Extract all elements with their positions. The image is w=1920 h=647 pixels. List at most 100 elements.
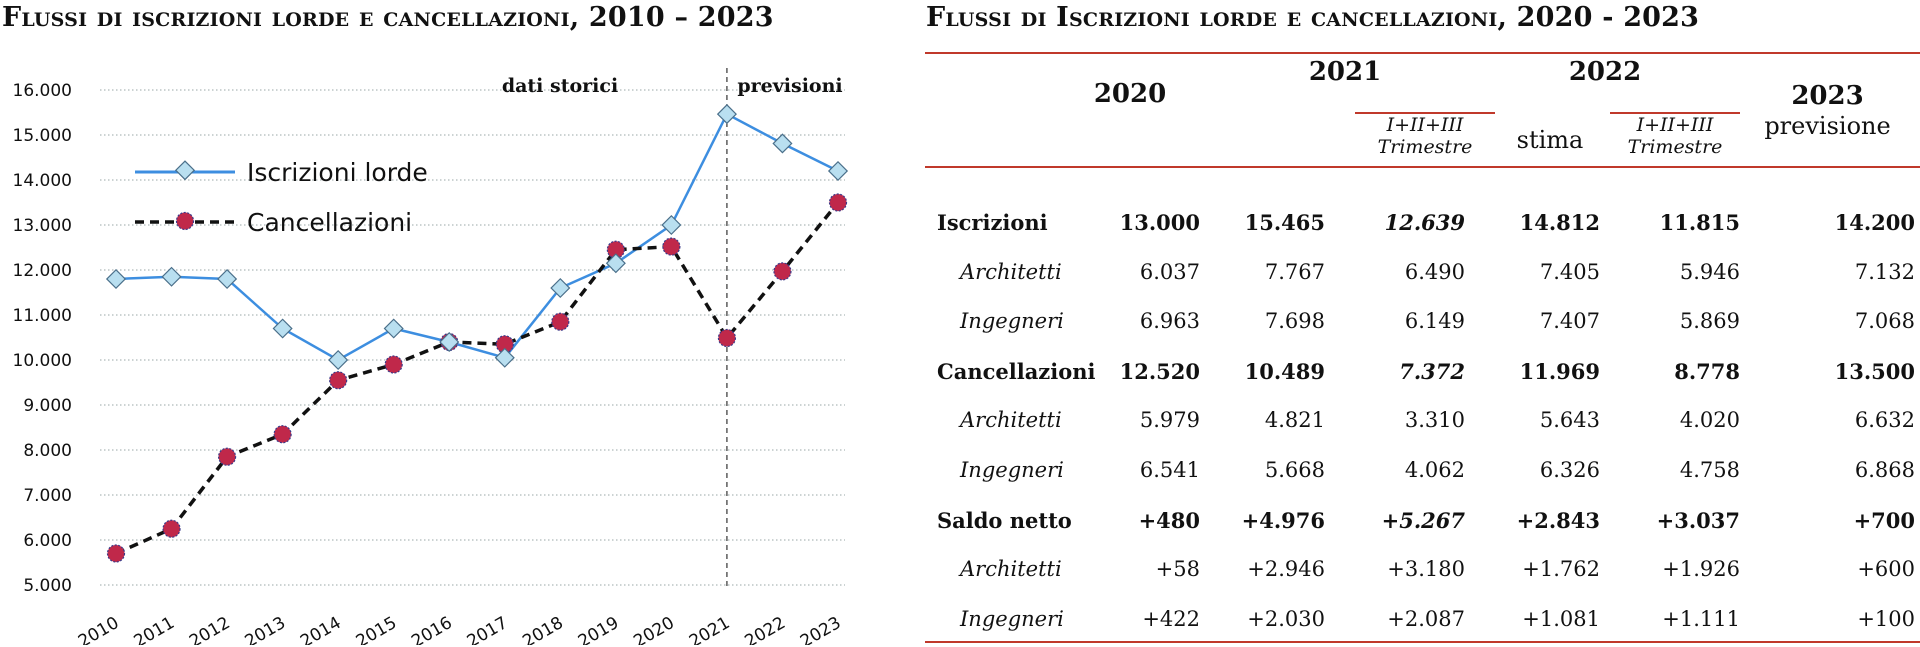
y-tick-label: 13.000 [13, 216, 72, 236]
table-row: Architetti +58 +2.946 +3.180 +1.762 +1.926 +60… [925, 557, 1920, 597]
table-cell: +1.926 [1662, 557, 1740, 582]
point-cancellazioni [828, 193, 848, 212]
table-title: Flussi di Iscrizioni lorde e cancellazio… [926, 2, 1700, 33]
table-cell: 5.668 [1264, 458, 1325, 482]
table-cell: 7.068 [1854, 309, 1915, 334]
legend-iscrizioni-marker [174, 160, 196, 181]
forecast-label: previsioni [737, 75, 842, 97]
point-cancellazioni [217, 447, 237, 466]
chart-gridlines [100, 89, 845, 586]
y-tick-label: 14.000 [13, 171, 72, 191]
legend-iscrizioni-label: Iscrizioni lorde [247, 158, 428, 187]
table-cell: +2.030 [1247, 606, 1325, 631]
header-2021-quarters: I+II+III Trimestre [1377, 114, 1473, 158]
table-cell: +58 [1155, 557, 1200, 582]
row-label: Saldo netto [937, 507, 1072, 533]
table-cell: 10.489 [1244, 358, 1325, 384]
point-cancellazioni [273, 425, 292, 444]
table-row: Saldo netto +480 +4.976 +5.267 +2.843 +3.037 +… [925, 508, 1920, 548]
table-cell: 7.372 [1399, 358, 1465, 384]
point-iscrizioni [328, 349, 349, 371]
table-cell: +700 [1853, 507, 1915, 533]
x-tick-label: 2019 [575, 613, 622, 645]
x-tick-label: 2012 [186, 613, 233, 645]
table-row: Architetti 5.979 4.821 3.310 5.643 4.020 6.632 [925, 408, 1920, 448]
table-cell: +5.267 [1381, 507, 1465, 533]
row-label: Ingegneri [960, 458, 1064, 482]
table-cell: 12.639 [1384, 210, 1465, 235]
row-label: Ingegneri [960, 309, 1064, 334]
table-cell: 5.946 [1679, 259, 1740, 284]
y-tick-label: 15.000 [13, 126, 72, 146]
row-label: Architetti [960, 259, 1062, 284]
x-tick-label: 2018 [519, 613, 566, 645]
chart-legend: Iscrizioni lorde Cancellazioni [135, 158, 428, 237]
legend-cancellazioni-label: Cancellazioni [247, 208, 412, 237]
table-cell: 7.407 [1539, 309, 1600, 334]
header-2022-quarters: I+II+III Trimestre [1627, 114, 1723, 158]
table-row: Ingegneri +422 +2.030 +2.087 +1.081 +1.111 +10… [925, 607, 1920, 647]
table-cell: 6.868 [1854, 458, 1915, 482]
table-cell: 6.541 [1139, 458, 1200, 482]
table-cell: 11.815 [1659, 210, 1740, 235]
point-iscrizioni [272, 318, 293, 339]
y-tick-label: 11.000 [13, 306, 72, 326]
table-cell: 13.500 [1834, 358, 1915, 384]
table-cell: +3.037 [1656, 507, 1740, 533]
row-label: Architetti [960, 557, 1062, 582]
y-tick-label: 7.000 [23, 486, 72, 506]
x-tick-label: 2014 [297, 613, 344, 645]
point-iscrizioni [161, 266, 182, 287]
table-cell: 7.698 [1264, 309, 1325, 334]
table-cell: 6.632 [1854, 408, 1915, 433]
table-cell: +1.111 [1662, 606, 1740, 631]
table-bottom-rule [925, 641, 1920, 643]
table-cell: 6.149 [1404, 309, 1465, 334]
legend-cancellazioni-marker [175, 211, 195, 231]
table-cell: 4.821 [1264, 408, 1325, 433]
x-tick-label: 2017 [464, 613, 511, 645]
table-row: Cancellazioni 12.520 10.489 7.372 11.969 8.77… [925, 359, 1920, 399]
x-axis-ticks: 2010 2011 2012 2013 2014 2015 2016 2017 2018 2019… [75, 613, 844, 645]
header-2022-stima: stima [1516, 126, 1584, 154]
subheader-rule-2021 [1355, 112, 1495, 114]
point-cancellazioni [773, 262, 792, 281]
y-axis-ticks: 5.000 6.000 7.000 8.000 9.000 10.000 11.000 12.… [13, 81, 72, 596]
table-cell: 14.812 [1519, 210, 1600, 235]
x-tick-label: 2022 [741, 613, 788, 645]
point-iscrizioni [383, 318, 404, 339]
table-row: Iscrizioni 13.000 15.465 12.639 14.812 11.815… [925, 210, 1920, 250]
row-label: Architetti [960, 408, 1062, 433]
header-2023: 2023 [1791, 81, 1864, 111]
x-tick-label: 2013 [242, 613, 289, 645]
series-line-iscrizioni [115, 112, 839, 362]
table-top-rule [925, 52, 1920, 54]
table-cell: +2.946 [1247, 557, 1325, 582]
subheader-rule-2022 [1610, 112, 1740, 114]
table-cell: +4.976 [1241, 507, 1325, 533]
table-cell: 14.200 [1834, 210, 1915, 235]
table-cell: +1.762 [1522, 557, 1600, 582]
row-label: Cancellazioni [937, 358, 1096, 384]
x-tick-label: 2023 [797, 613, 844, 645]
row-label: Ingegneri [960, 606, 1064, 631]
table-cell: 8.778 [1674, 358, 1740, 384]
y-tick-label: 10.000 [13, 351, 72, 371]
table-row: Ingegneri 6.541 5.668 4.062 6.326 4.758 6.868 [925, 458, 1920, 498]
point-cancellazioni [106, 544, 126, 563]
table-cell: 6.490 [1404, 259, 1465, 284]
y-tick-label: 9.000 [23, 396, 72, 416]
point-cancellazioni [551, 312, 570, 331]
table-cell: 7.132 [1854, 259, 1915, 284]
point-iscrizioni [217, 268, 238, 290]
x-tick-label: 2016 [408, 613, 455, 645]
table-row: Ingegneri 6.963 7.698 6.149 7.407 5.869 7.068 [925, 309, 1920, 349]
x-tick-label: 2020 [630, 613, 677, 645]
series-line-cancellazioni [115, 201, 840, 556]
x-tick-label: 2010 [75, 613, 122, 645]
table-cell: +1.081 [1522, 606, 1600, 631]
header-2021: 2021 [1308, 57, 1382, 87]
y-tick-label: 16.000 [13, 81, 72, 101]
table-cell: 6.037 [1139, 259, 1200, 284]
point-cancellazioni [495, 335, 514, 354]
